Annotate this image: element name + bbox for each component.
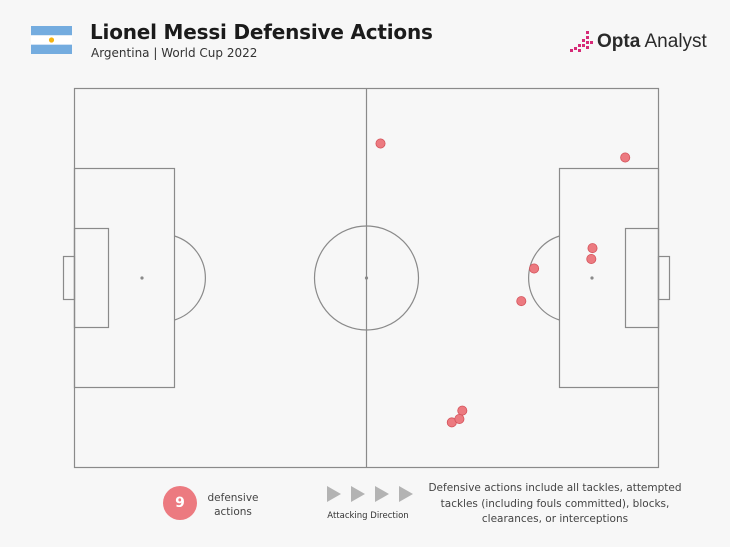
attacking-direction-label: Attacking Direction [327, 511, 409, 521]
brand-name-regular: Analyst [640, 31, 707, 52]
right-penalty-spot [590, 276, 594, 280]
arrow-right-icon [375, 486, 389, 502]
action-count-label: defensive actions [207, 492, 259, 518]
defensive-action-point [586, 253, 597, 264]
opta-logo-icon [570, 31, 593, 52]
defensive-actions-layer [375, 138, 631, 428]
left-six-yard-box [73, 227, 110, 329]
right-goal [657, 255, 671, 301]
definition-note: Defensive actions include all tackles, a… [428, 482, 682, 525]
page-subtitle: Argentina | World Cup 2022 [91, 46, 258, 60]
right-penalty-arc [528, 235, 560, 321]
left-goal [62, 255, 76, 301]
defensive-action-point [375, 138, 386, 149]
arrow-right-icon [399, 486, 413, 502]
right-six-yard-box [624, 227, 660, 329]
brand-name: Opta Analyst [597, 31, 707, 53]
defensive-action-point [454, 413, 465, 424]
arrow-right-icon [327, 486, 341, 502]
arrow-right-icon [351, 486, 365, 502]
left-penalty-box [73, 167, 176, 389]
defensive-action-point [457, 405, 468, 416]
centre-spot [364, 276, 369, 280]
left-penalty-arc [174, 235, 206, 321]
defensive-action-point [620, 152, 631, 163]
brand-logo: Opta Analyst [568, 29, 707, 55]
page-title: Lionel Messi Defensive Actions [90, 20, 433, 44]
brand-name-bold: Opta [597, 31, 641, 52]
right-penalty-box [558, 167, 660, 389]
centre-circle [313, 225, 420, 331]
defensive-action-point [587, 243, 598, 254]
defensive-action-point [529, 263, 540, 274]
action-count-badge: 9 [163, 486, 197, 520]
defensive-action-point [516, 296, 527, 307]
left-penalty-spot [140, 276, 144, 280]
attacking-direction-arrows [327, 486, 413, 502]
argentina-flag-icon [31, 26, 72, 54]
